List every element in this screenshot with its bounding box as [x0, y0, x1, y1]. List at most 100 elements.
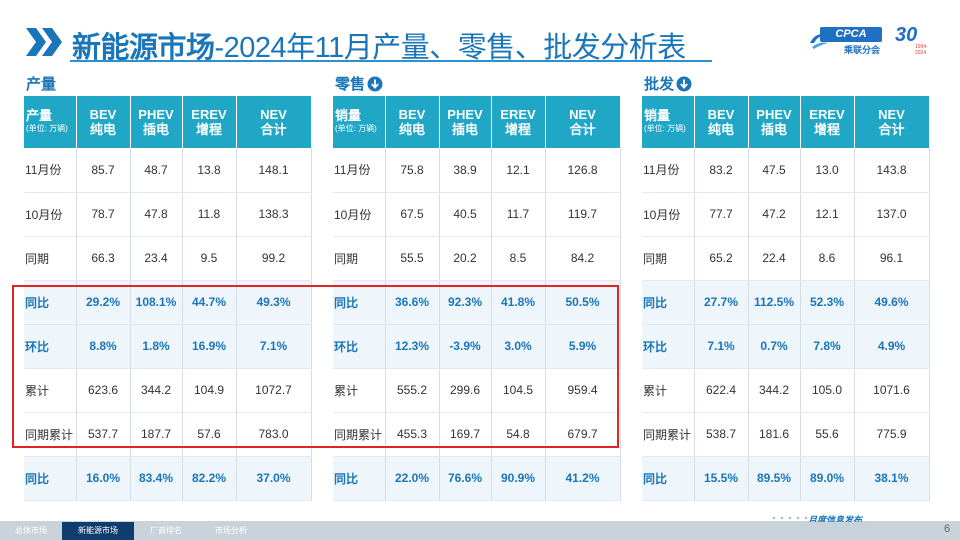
- column-header-code: BEV: [707, 107, 735, 122]
- table-cell: 7.1%: [694, 324, 749, 369]
- row-label: 同比: [333, 280, 386, 325]
- row-label: 11月份: [333, 148, 386, 193]
- header-corner-unit: (单位: 万辆): [335, 124, 377, 133]
- row-label: 累计: [24, 368, 77, 413]
- table-cell: 783.0: [236, 412, 312, 457]
- data-table: 销量 (单位: 万辆) BEV 纯电 PHEV 插电 EREV 增程 NEV 合计 11月份 75.8…: [333, 96, 621, 501]
- column-header-name: 增程: [195, 122, 222, 137]
- table-cell: 537.7: [76, 412, 131, 457]
- table-cell: 775.9: [854, 412, 930, 457]
- table-cell: 119.7: [545, 192, 621, 237]
- table-cell: 27.7%: [694, 280, 749, 325]
- table-cell: 5.9%: [545, 324, 621, 369]
- table-cell: 9.5: [182, 236, 237, 281]
- table-row: 11月份 75.8 38.9 12.1 126.8: [333, 148, 621, 193]
- table-cell: 622.4: [694, 368, 749, 413]
- column-header-code: PHEV: [756, 107, 792, 122]
- double-chevron-icon: [26, 28, 62, 56]
- table-cell: 169.7: [439, 412, 492, 457]
- column-header-name: 纯电: [398, 122, 425, 137]
- table-cell: 82.2%: [182, 456, 237, 501]
- table-cell: 85.7: [76, 148, 131, 193]
- row-label: 环比: [642, 324, 695, 369]
- column-header-name: 增程: [813, 122, 840, 137]
- table-cell: 8.8%: [76, 324, 131, 369]
- table-cell: 48.7: [130, 148, 183, 193]
- title-underline: [70, 60, 712, 62]
- arrow-down-circle-icon: [676, 76, 692, 91]
- column-header-name: 纯电: [707, 122, 734, 137]
- table-cell: 181.6: [748, 412, 801, 457]
- table-row: 同比 15.5% 89.5% 89.0% 38.1%: [642, 456, 930, 501]
- row-label: 环比: [24, 324, 77, 369]
- table-cell: 41.2%: [545, 456, 621, 501]
- table-cell: 104.9: [182, 368, 237, 413]
- row-label: 11月份: [642, 148, 695, 193]
- row-label: 11月份: [24, 148, 77, 193]
- table-row: 累计 623.6 344.2 104.9 1072.7: [24, 368, 312, 413]
- table-cell: 16.9%: [182, 324, 237, 369]
- table-cell: 55.6: [800, 412, 855, 457]
- section-label: 批发: [644, 73, 692, 94]
- table-cell: 1072.7: [236, 368, 312, 413]
- table-cell: 22.4: [748, 236, 801, 281]
- row-label: 同比: [333, 456, 386, 501]
- table-cell: 11.8: [182, 192, 237, 237]
- table-cell: 92.3%: [439, 280, 492, 325]
- footer-tab[interactable]: 新能源市场: [62, 522, 134, 540]
- column-header-code: NEV: [260, 107, 287, 122]
- table-cell: 22.0%: [385, 456, 440, 501]
- column-header-code: BEV: [89, 107, 117, 122]
- column-header: BEV 纯电: [76, 96, 131, 148]
- column-header-code: BEV: [398, 107, 426, 122]
- table-row: 10月份 77.7 47.2 12.1 137.0: [642, 192, 930, 237]
- table-cell: 126.8: [545, 148, 621, 193]
- row-label: 同比: [24, 456, 77, 501]
- row-label: 同期累计: [642, 412, 695, 457]
- table-cell: 47.5: [748, 148, 801, 193]
- table-cell: 7.1%: [236, 324, 312, 369]
- table-cell: 7.8%: [800, 324, 855, 369]
- section-label: 零售: [335, 73, 383, 94]
- footer-tab[interactable]: 总体市场: [15, 526, 47, 535]
- footer-tab[interactable]: 市场分析: [215, 526, 247, 535]
- table-cell: 84.2: [545, 236, 621, 281]
- column-header: BEV 纯电: [385, 96, 440, 148]
- row-label: 累计: [333, 368, 386, 413]
- table-cell: 8.6: [800, 236, 855, 281]
- table-cell: 538.7: [694, 412, 749, 457]
- table-header-row: 销量 (单位: 万辆) BEV 纯电 PHEV 插电 EREV 增程 NEV 合计: [333, 96, 621, 148]
- page-title-rest: -2024年11月产量、零售、批发分析表: [214, 32, 687, 64]
- table-row: 环比 7.1% 0.7% 7.8% 4.9%: [642, 324, 930, 369]
- anniversary-badge: 30 1994-2024: [895, 25, 935, 56]
- header-corner: 产量 (单位: 万辆): [24, 96, 77, 148]
- table-cell: -3.9%: [439, 324, 492, 369]
- table-cell: 66.3: [76, 236, 131, 281]
- column-header-code: PHEV: [138, 107, 174, 122]
- table-cell: 344.2: [748, 368, 801, 413]
- table-cell: 455.3: [385, 412, 440, 457]
- table-cell: 37.0%: [236, 456, 312, 501]
- section-label-text: 产量: [26, 76, 57, 93]
- table-row: 同期 55.5 20.2 8.5 84.2: [333, 236, 621, 281]
- table-cell: 0.7%: [748, 324, 801, 369]
- table-cell: 40.5: [439, 192, 492, 237]
- table-cell: 78.7: [76, 192, 131, 237]
- table-cell: 29.2%: [76, 280, 131, 325]
- section-label: 产量: [26, 73, 56, 94]
- table-cell: 13.8: [182, 148, 237, 193]
- row-label: 环比: [333, 324, 386, 369]
- table-cell: 83.4%: [130, 456, 183, 501]
- table-cell: 49.3%: [236, 280, 312, 325]
- header-corner-main: 销量: [335, 108, 362, 123]
- table-cell: 44.7%: [182, 280, 237, 325]
- table-row: 同期累计 455.3 169.7 54.8 679.7: [333, 412, 621, 457]
- footer-tab[interactable]: 厂商排名: [150, 526, 182, 535]
- table-row: 同期累计 537.7 187.7 57.6 783.0: [24, 412, 312, 457]
- column-header-name: 合计: [569, 122, 596, 137]
- table-cell: 15.5%: [694, 456, 749, 501]
- header-corner-main: 销量: [644, 108, 671, 123]
- column-header-code: NEV: [878, 107, 905, 122]
- table-cell: 112.5%: [748, 280, 801, 325]
